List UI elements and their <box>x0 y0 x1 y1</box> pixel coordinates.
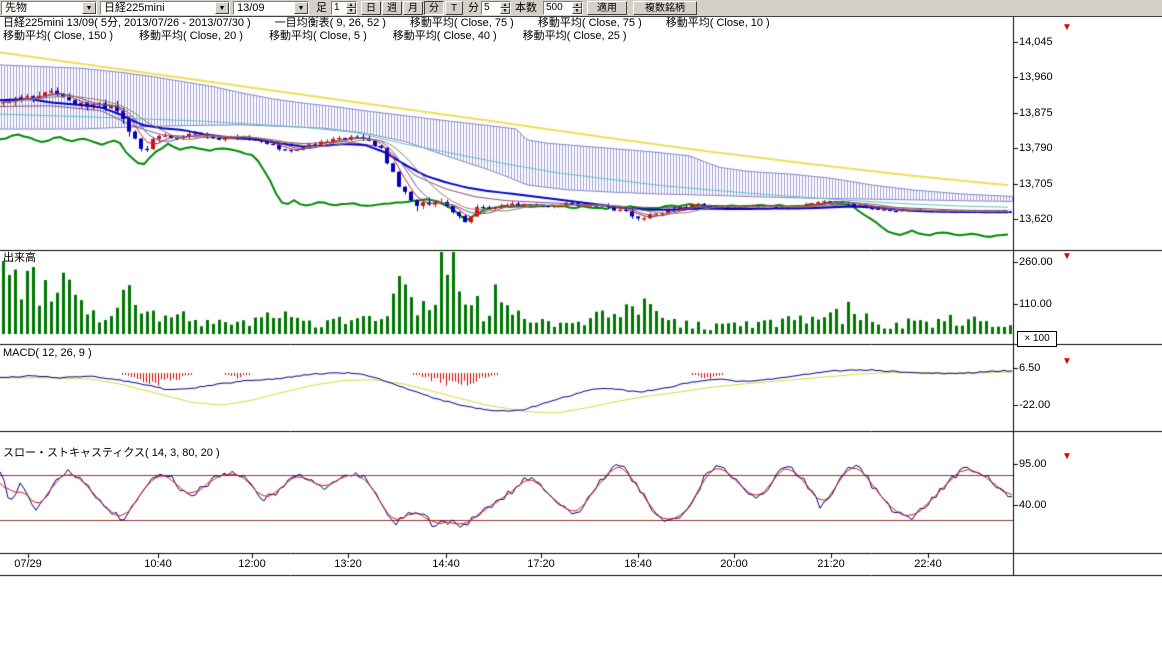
price-axis-label: 13,705 <box>1019 178 1053 190</box>
legend-ma-25: 移動平均( Close, 25 ) <box>523 30 627 42</box>
time-axis-label: 22:40 <box>914 558 942 570</box>
legend-ma-150: 移動平均( Close, 150 ) <box>3 30 113 42</box>
category-select-value: 先物 <box>2 2 82 14</box>
period-month-button[interactable]: 月 <box>403 1 423 15</box>
time-axis-label: 21:20 <box>817 558 845 570</box>
time-axis-label: 13:20 <box>334 558 362 570</box>
bar-count-spinner[interactable]: 500 ▲▼ <box>543 1 583 15</box>
stochastics-axis-label: 40.00 <box>1019 499 1047 511</box>
spinner-buttons[interactable]: ▲▼ <box>346 2 356 14</box>
stochastics-panel-collapse-icon[interactable]: ▼ <box>1062 452 1072 462</box>
macd-axis-label: -22.00 <box>1019 399 1050 411</box>
chevron-down-icon[interactable]: ▼ <box>82 2 96 14</box>
price-panel-collapse-icon[interactable]: ▼ <box>1062 23 1072 33</box>
period-minute-button[interactable]: 分 <box>424 1 444 15</box>
legend-ichimoku: 一目均衡表( 9, 26, 52 ) <box>275 17 386 29</box>
minute-unit-label: 分 <box>468 2 479 14</box>
bar-count-label: 本数 <box>515 2 537 14</box>
price-axis-label: 14,045 <box>1019 36 1053 48</box>
legend-ma-5: 移動平均( Close, 5 ) <box>269 30 367 42</box>
time-axis-label: 18:40 <box>624 558 652 570</box>
multi-symbol-button[interactable]: 複数銘柄 <box>633 1 697 15</box>
legend-ma-20: 移動平均( Close, 20 ) <box>139 30 243 42</box>
chart-canvas[interactable] <box>0 0 1162 646</box>
price-axis-label: 13,875 <box>1019 107 1053 119</box>
symbol-select[interactable]: 日経225mini ▼ <box>100 1 230 15</box>
contract-month-select[interactable]: 13/09 ▼ <box>233 1 309 15</box>
down-arrow-icon[interactable]: ▼ <box>346 8 356 14</box>
time-axis-label: 07/29 <box>14 558 42 570</box>
legend-ma-75b: 移動平均( Close, 75 ) <box>538 17 642 29</box>
legend-row-1: 日経225mini 13/09( 5分, 2013/07/26 - 2013/0… <box>3 17 794 29</box>
time-axis-label: 14:40 <box>432 558 460 570</box>
volume-axis-label: 110.00 <box>1019 298 1052 310</box>
time-axis-label: 12:00 <box>238 558 266 570</box>
stochastics-panel-label: スロー・ストキャスティクス( 14, 3, 80, 20 ) <box>3 447 220 459</box>
price-axis-label: 13,790 <box>1019 142 1053 154</box>
down-arrow-icon[interactable]: ▼ <box>500 8 510 14</box>
minute-interval-spinner[interactable]: 5 ▲▼ <box>481 1 511 15</box>
contract-month-value: 13/09 <box>234 2 294 14</box>
spinner-buttons[interactable]: ▲▼ <box>572 2 582 14</box>
period-week-button[interactable]: 週 <box>382 1 402 15</box>
legend-row-2: 移動平均( Close, 150 ) 移動平均( Close, 20 ) 移動平均(… <box>3 30 653 42</box>
chevron-down-icon[interactable]: ▼ <box>294 2 308 14</box>
volume-panel-collapse-icon[interactable]: ▼ <box>1062 252 1072 262</box>
bar-interval-spinner[interactable]: 1 ▲▼ <box>331 1 357 15</box>
legend-ma-10: 移動平均( Close, 10 ) <box>666 17 770 29</box>
period-day-button[interactable]: 日 <box>361 1 381 15</box>
bar-count-value: 500 <box>544 2 572 14</box>
stochastics-axis-label: 95.00 <box>1019 458 1047 470</box>
volume-multiplier-badge: × 100 <box>1017 331 1057 347</box>
macd-panel-collapse-icon[interactable]: ▼ <box>1062 357 1072 367</box>
down-arrow-icon[interactable]: ▼ <box>572 8 582 14</box>
legend-symbol-period: 日経225mini 13/09( 5分, 2013/07/26 - 2013/0… <box>3 17 251 29</box>
time-axis-label: 20:00 <box>720 558 748 570</box>
period-tick-button[interactable]: T <box>445 1 463 15</box>
apply-button[interactable]: 適用 <box>587 1 627 15</box>
price-axis-label: 13,960 <box>1019 71 1053 83</box>
category-select[interactable]: 先物 ▼ <box>1 1 97 15</box>
price-axis-label: 13,620 <box>1019 213 1053 225</box>
macd-axis-label: 6.50 <box>1019 362 1040 374</box>
time-axis-label: 10:40 <box>144 558 172 570</box>
toolbar: 先物 ▼ 日経225mini ▼ 13/09 ▼ 足 1 ▲▼ 日 週 月 分 … <box>0 0 1162 17</box>
volume-panel-label: 出来高 <box>3 252 36 264</box>
volume-axis-label: 260.00 <box>1019 256 1053 268</box>
timeframe-label: 足 <box>316 2 327 14</box>
macd-panel-label: MACD( 12, 26, 9 ) <box>3 347 92 359</box>
bar-interval-value: 1 <box>332 2 346 14</box>
chevron-down-icon[interactable]: ▼ <box>215 2 229 14</box>
legend-ma-40: 移動平均( Close, 40 ) <box>393 30 497 42</box>
legend-ma-75: 移動平均( Close, 75 ) <box>410 17 514 29</box>
time-axis-label: 17:20 <box>527 558 555 570</box>
symbol-select-value: 日経225mini <box>101 2 215 14</box>
spinner-buttons[interactable]: ▲▼ <box>500 2 510 14</box>
minute-interval-value: 5 <box>482 2 500 14</box>
